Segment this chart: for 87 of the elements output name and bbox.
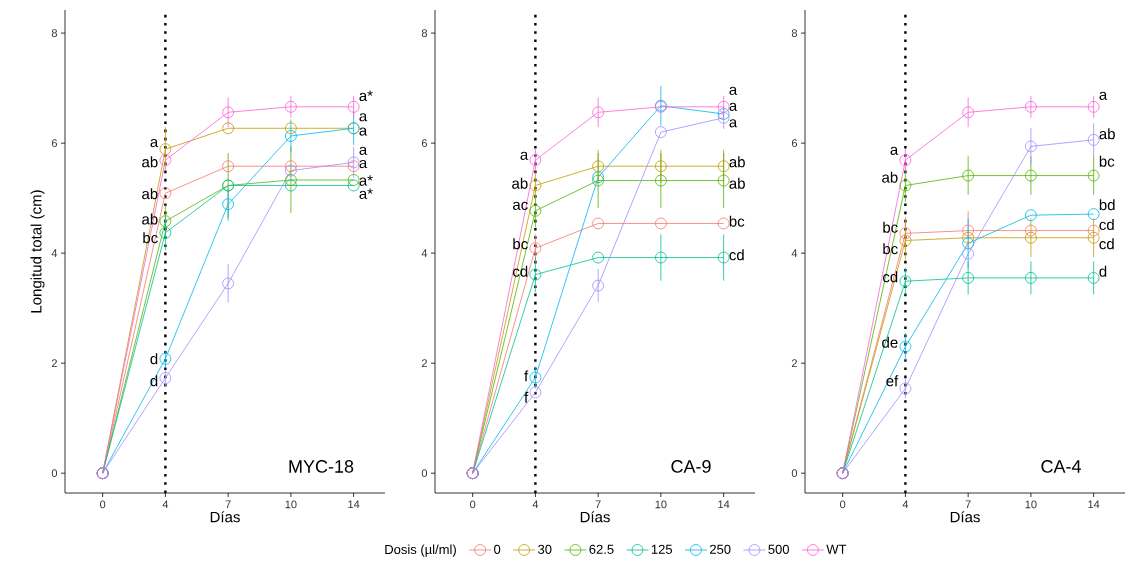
annotation: a* xyxy=(359,90,373,102)
annotation: ab xyxy=(142,188,158,200)
annotation: a xyxy=(729,102,738,111)
x-axis-title: Días xyxy=(210,511,240,523)
x-tick-label: 7 xyxy=(225,500,231,509)
x-tick-label: 10 xyxy=(1025,500,1037,509)
y-tick-label: 0 xyxy=(421,469,428,478)
x-tick-label: 14 xyxy=(718,500,730,509)
annotation: a xyxy=(520,151,529,160)
y-tick-label: 4 xyxy=(791,249,798,257)
y-tick-label: 4 xyxy=(51,249,58,257)
x-tick-label: 10 xyxy=(655,500,667,509)
y-tick-label: 6 xyxy=(51,139,57,148)
legend-label: 0 xyxy=(494,544,501,554)
annotation: bc xyxy=(143,232,158,244)
annotation: a* xyxy=(359,188,373,199)
annotation: ac xyxy=(513,201,528,210)
legend-label: 62.5 xyxy=(589,544,614,554)
y-tick-label: 4 xyxy=(421,249,428,257)
annotation: a* xyxy=(359,175,373,186)
text: MYC-18 xyxy=(289,460,354,473)
x-tick-label: 7 xyxy=(965,500,971,509)
annotation: bc xyxy=(883,221,898,233)
annotation: ef xyxy=(886,375,899,387)
annotation: de xyxy=(882,336,898,348)
y-tick-label: 8 xyxy=(51,29,57,37)
annotation: d xyxy=(150,375,158,387)
annotation: a xyxy=(1099,91,1108,100)
annotation: ab xyxy=(512,177,528,189)
y-tick-label: 8 xyxy=(421,29,428,37)
annotation: cd xyxy=(883,271,898,283)
y-tick-label: 0 xyxy=(51,469,58,478)
annotation: d xyxy=(150,353,158,365)
x-tick-label: 4 xyxy=(902,500,909,509)
text: CA-4 xyxy=(1041,460,1081,473)
y-tick-label: 2 xyxy=(791,359,797,368)
text: CA-9 xyxy=(671,460,711,473)
x-tick-label: 0 xyxy=(470,500,476,509)
legend-label: WT xyxy=(826,544,847,554)
y-tick-label: 6 xyxy=(791,139,798,148)
annotation: a xyxy=(359,146,368,155)
x-tick-label: 10 xyxy=(285,500,297,509)
annotation: ab xyxy=(142,156,158,168)
annotation: cd xyxy=(729,249,744,261)
y-tick-label: 8 xyxy=(791,29,798,37)
annotation: bd xyxy=(1099,199,1115,211)
legend-label: 250 xyxy=(710,544,731,554)
annotation: a xyxy=(729,86,738,95)
legend-label: 125 xyxy=(651,544,673,554)
annotation: ab xyxy=(1099,128,1115,140)
annotation: bc xyxy=(513,238,528,250)
annotation: cd xyxy=(513,265,528,277)
y-tick-label: 2 xyxy=(421,359,427,368)
annotation: bc xyxy=(1099,155,1115,167)
x-axis-title: Días xyxy=(580,511,610,523)
annotation: ab xyxy=(729,177,745,189)
x-tick-label: 14 xyxy=(348,500,360,509)
annotation: a xyxy=(890,146,899,155)
x-tick-label: 4 xyxy=(532,500,539,509)
x-tick-label: 14 xyxy=(1088,500,1100,509)
annotation: f xyxy=(524,370,529,382)
annotation: a xyxy=(729,119,738,128)
annotation: f xyxy=(524,391,529,403)
annotation: ab xyxy=(142,213,158,225)
y-axis-title: Longitud total (cm) xyxy=(30,190,45,313)
annotation: a xyxy=(359,159,368,169)
annotation: a xyxy=(359,127,368,136)
y-tick-label: 0 xyxy=(791,469,798,478)
annotation: bc xyxy=(729,215,745,227)
annotation: a xyxy=(359,113,368,122)
annotation: bc xyxy=(883,243,898,255)
x-tick-label: 0 xyxy=(840,500,846,509)
annotation: a xyxy=(150,139,159,148)
legend-title: Dosis (µl/ml) xyxy=(385,544,456,557)
x-axis-title: Días xyxy=(950,511,980,523)
annotation: cd xyxy=(1099,219,1114,231)
x-tick-label: 4 xyxy=(162,500,169,509)
annotation: ab xyxy=(729,156,745,168)
annotation: ab xyxy=(882,171,898,183)
x-tick-label: 0 xyxy=(100,500,106,509)
legend-label: 500 xyxy=(768,544,790,554)
y-tick-label: 2 xyxy=(51,359,57,368)
legend-label: 30 xyxy=(538,544,552,554)
y-tick-label: 6 xyxy=(421,139,428,148)
annotation: d xyxy=(1099,265,1107,277)
x-tick-label: 7 xyxy=(595,500,601,509)
annotation: cd xyxy=(1099,238,1114,250)
